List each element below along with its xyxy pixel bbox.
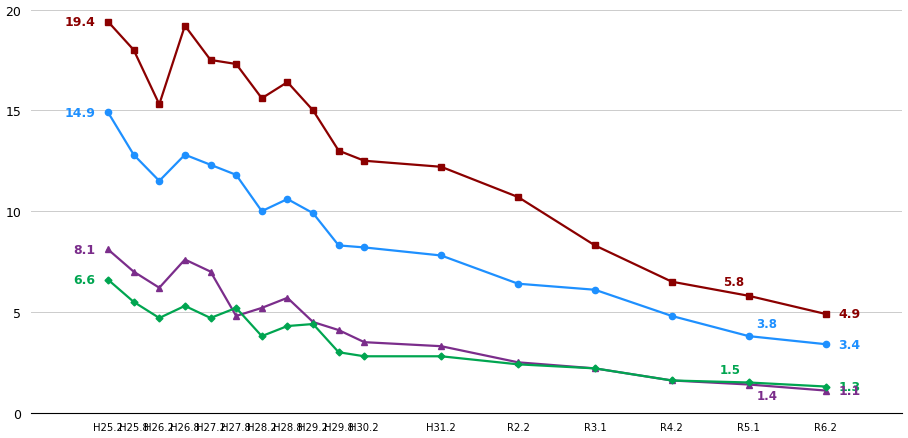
- Text: 1.1: 1.1: [838, 384, 861, 397]
- Text: 4.9: 4.9: [838, 308, 861, 321]
- Text: 5.8: 5.8: [723, 275, 744, 288]
- Text: 14.9: 14.9: [64, 106, 95, 120]
- Text: 3.4: 3.4: [838, 338, 861, 351]
- Text: 19.4: 19.4: [64, 16, 95, 29]
- Text: 8.1: 8.1: [73, 244, 95, 256]
- Text: 1.5: 1.5: [720, 364, 741, 377]
- Text: 3.8: 3.8: [756, 318, 777, 330]
- Text: 6.6: 6.6: [74, 274, 95, 286]
- Text: 1.3: 1.3: [838, 380, 861, 393]
- Text: 1.4: 1.4: [756, 389, 777, 402]
